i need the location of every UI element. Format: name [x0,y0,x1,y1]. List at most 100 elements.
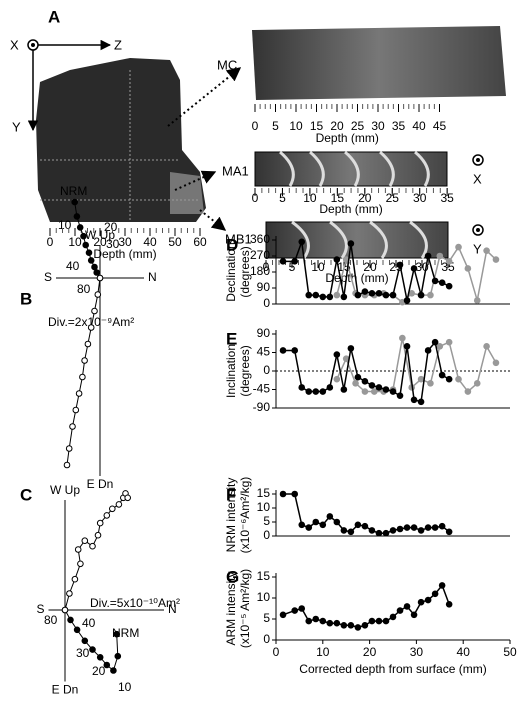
projection-point [71,198,78,206]
projection-point [65,445,73,452]
y-tick-label: 15 [257,486,271,500]
data-point [291,347,299,354]
data-point [410,611,418,619]
projection-point [82,241,89,249]
x-tick-label: 20 [363,645,377,659]
annotation: NRM [60,184,87,198]
panel-label: D [226,235,238,254]
y-tick-label: 0 [263,296,270,310]
projection-point [69,423,76,430]
data-point [298,384,306,391]
projection-point [66,590,73,597]
y-tick-label: 270 [250,248,270,262]
ruler-label: Depth (mm) [93,247,156,261]
data-point [427,380,434,387]
ruler-tick-label: 45 [433,119,447,133]
projection-point [94,291,102,298]
data-point [333,291,341,299]
data-point [342,355,350,362]
projection-point [89,646,96,653]
data-point [399,334,406,342]
y-tick-label: 0 [263,528,270,542]
data-point [464,265,472,272]
ruler-tick-label: 20 [363,260,377,274]
data-point [333,619,341,627]
panel-label: C [20,485,32,504]
y-tick-label: 0 [263,632,270,646]
ruler-tick-label: 0 [47,235,54,249]
y-tick-label: -90 [253,400,271,414]
data-point [403,603,411,610]
projection-point [85,249,93,256]
projection-point [87,257,95,264]
data-point [410,396,418,404]
data-point [382,291,390,299]
y-tick-label: 15 [257,569,271,583]
data-point [375,384,383,391]
data-point [361,377,369,385]
data-point [368,527,376,534]
y-axis-label: Inclination [224,344,238,398]
ruler-tick-label: 60 [193,235,207,249]
x-tick-label: 0 [273,645,280,659]
data-point [382,617,390,625]
projection-point [72,406,80,414]
ruler-tick-label: 20 [330,119,344,133]
data-point [431,277,439,285]
x-tick-label: 50 [503,645,517,659]
projection-point [76,224,84,231]
data-point [431,338,439,346]
projection-point [96,274,104,282]
data-point [312,518,320,526]
projection-point [81,537,89,545]
projection-point [96,519,104,527]
projection-point [74,546,82,553]
projection-point [63,461,71,469]
sample-name: MB1 [225,231,252,246]
data-point [347,345,355,352]
y-tick-label: 90 [257,280,271,294]
data-point [417,527,425,534]
projection-point [94,531,102,539]
annotation: 40 [82,616,96,630]
axis-label: S [44,270,52,284]
data-point [319,388,327,395]
projection-point [96,654,104,661]
data-point [370,388,378,395]
data-point [333,518,341,526]
data-point [340,293,348,301]
data-point [298,521,306,529]
ruler-tick-label: 10 [311,260,325,274]
axis-label: Y [12,119,21,134]
y-tick-label: 10 [257,590,271,604]
data-point [375,529,383,537]
projection-point [91,263,98,271]
data-point [305,524,313,531]
axis-label: S [36,602,44,616]
projection-point [77,560,84,568]
data-point [483,247,490,254]
data-point [305,388,313,395]
annotation: 20 [92,664,106,678]
data-point [445,258,453,265]
ruler-tick-label: 30 [371,119,385,133]
data-point [361,388,369,395]
data-point [312,291,320,299]
data-point [403,297,411,304]
ruler-tick-label: 20 [358,191,372,205]
data-point [298,605,306,612]
projection-point [81,637,89,645]
projection-point [71,575,79,583]
data-point [333,351,341,358]
axis-label: Y [473,241,482,256]
projection-point [87,324,95,331]
projection-point [73,213,81,220]
ruler-tick-label: 10 [68,235,82,249]
sample-name: MC [217,57,237,72]
zijderveld-annotations: NRM 10 20 30 40 80 Div.=2x10⁻⁹Am² NRM 10… [44,184,180,694]
ruler-tick-label: 5 [272,119,279,133]
ruler-tick-label: 50 [168,235,182,249]
data-point [326,619,334,627]
sample-name: MA1 [222,163,249,178]
